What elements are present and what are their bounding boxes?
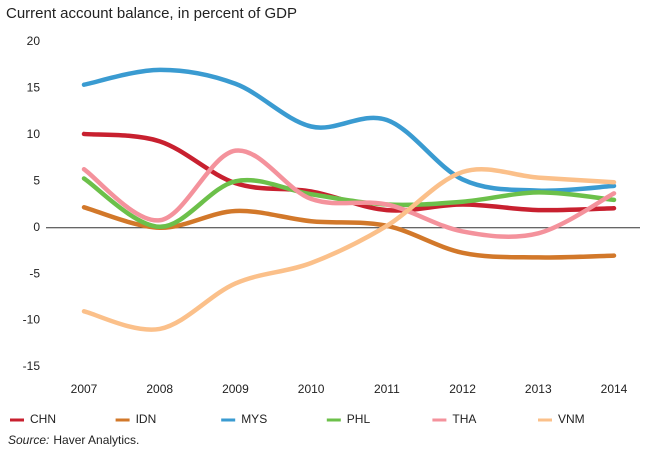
y-tick-label: -10 [23, 313, 41, 327]
legend-label: PHL [347, 412, 371, 426]
y-tick-label: -5 [29, 266, 40, 280]
source-text: Haver Analytics. [53, 433, 139, 447]
x-tick-label: 2013 [525, 382, 552, 396]
x-tick-label: 2009 [222, 382, 249, 396]
series-line [81, 167, 617, 332]
y-tick-label: 15 [27, 81, 41, 95]
y-tick-label: 0 [33, 220, 40, 234]
x-tick-label: 2007 [71, 382, 98, 396]
legend-label: IDN [136, 412, 157, 426]
legend-label: CHN [30, 412, 56, 426]
x-tick-label: 2014 [601, 382, 628, 396]
legend-label: THA [452, 412, 476, 426]
legend-label: VNM [558, 412, 585, 426]
series-line [81, 67, 617, 193]
y-tick-label: 20 [27, 34, 41, 48]
y-tick-label: -15 [23, 359, 41, 373]
legend-label: MYS [241, 412, 267, 426]
series-line [81, 176, 617, 230]
y-tick-label: 5 [33, 173, 40, 187]
x-tick-label: 2010 [298, 382, 325, 396]
x-tick-label: 2012 [449, 382, 476, 396]
series-line [81, 148, 617, 239]
source-label: Source: [8, 433, 49, 447]
x-tick-label: 2008 [146, 382, 173, 396]
source: Source: Haver Analytics. [8, 433, 139, 447]
x-tick-label: 2011 [374, 382, 400, 396]
chart-title: Current account balance, in percent of G… [6, 5, 297, 22]
y-tick-label: 10 [27, 127, 41, 141]
